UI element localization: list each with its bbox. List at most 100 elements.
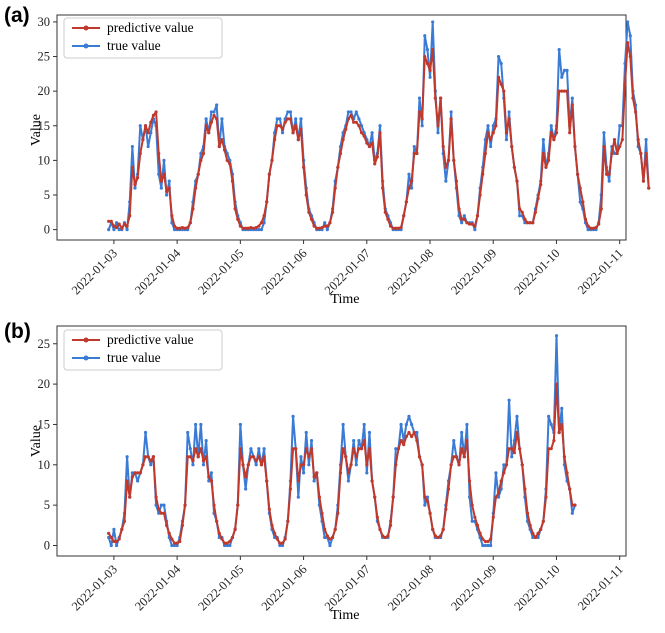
data-point-predictive-value	[167, 186, 171, 190]
data-point-predictive-value	[510, 447, 514, 451]
data-point-predictive-value	[597, 222, 601, 226]
data-point-true-value	[275, 117, 279, 121]
data-point-predictive-value	[628, 54, 632, 59]
data-point-predictive-value	[125, 479, 129, 483]
data-point-predictive-value	[341, 138, 345, 142]
data-point-predictive-value	[165, 523, 169, 527]
data-point-predictive-value	[141, 138, 145, 142]
data-point-predictive-value	[520, 210, 524, 214]
data-point-true-value	[354, 110, 358, 114]
data-point-predictive-value	[230, 535, 235, 540]
data-point-predictive-value	[265, 200, 269, 204]
data-point-true-value	[465, 422, 469, 427]
data-point-predictive-value	[128, 495, 132, 499]
data-point-predictive-value	[473, 224, 477, 228]
data-point-predictive-value	[383, 210, 387, 214]
data-point-true-value	[412, 144, 416, 149]
x-tick-label: 2022-01-05	[195, 562, 246, 613]
data-point-predictive-value	[415, 151, 419, 156]
data-point-predictive-value	[375, 155, 379, 159]
data-point-predictive-value	[191, 459, 195, 463]
data-point-predictive-value	[294, 124, 298, 128]
data-point-true-value	[504, 138, 509, 142]
data-point-predictive-value	[325, 224, 329, 228]
data-point-predictive-value	[623, 82, 627, 86]
data-point-predictive-value	[452, 455, 456, 459]
data-point-predictive-value	[207, 131, 211, 135]
data-point-predictive-value	[170, 537, 174, 541]
data-point-predictive-value	[631, 96, 635, 100]
data-point-true-value	[507, 398, 511, 402]
data-point-predictive-value	[162, 172, 166, 176]
data-point-true-value	[602, 131, 606, 135]
data-point-true-value	[547, 414, 551, 418]
x-tick-label: 2022-01-08	[385, 246, 436, 297]
y-tick-label: 5	[44, 498, 50, 512]
data-point-true-value	[136, 479, 140, 483]
data-point-predictive-value	[396, 226, 401, 230]
data-point-predictive-value	[449, 117, 453, 121]
x-tick-label: 2022-01-07	[322, 246, 373, 297]
y-axis-label-b: Value	[29, 425, 44, 457]
data-point-true-value	[114, 221, 119, 225]
data-point-true-value	[378, 124, 382, 128]
data-point-true-value	[117, 228, 121, 232]
legend-label-predictive: predictive value	[107, 332, 194, 347]
data-point-predictive-value	[112, 224, 116, 228]
data-point-predictive-value	[317, 226, 322, 230]
data-point-predictive-value	[114, 539, 119, 544]
data-point-predictive-value	[209, 479, 213, 483]
data-point-true-value	[502, 463, 506, 467]
data-point-true-value	[262, 447, 266, 451]
data-point-predictive-value	[544, 165, 548, 169]
data-point-true-value	[570, 96, 574, 100]
data-point-predictive-value	[209, 120, 213, 124]
data-point-predictive-value	[346, 117, 350, 121]
data-point-predictive-value	[636, 138, 640, 142]
data-point-true-value	[299, 455, 303, 459]
data-point-predictive-value	[446, 158, 451, 162]
data-point-predictive-value	[280, 541, 285, 545]
data-point-true-value	[496, 54, 501, 59]
data-point-predictive-value	[362, 134, 366, 138]
y-tick-label: 0	[44, 539, 50, 553]
data-point-predictive-value	[523, 217, 527, 221]
y-tick-label: 0	[44, 223, 50, 237]
data-point-predictive-value	[439, 96, 443, 100]
data-point-predictive-value	[315, 471, 319, 475]
data-point-predictive-value	[525, 511, 530, 515]
data-point-true-value	[499, 61, 503, 66]
data-point-predictive-value	[344, 127, 348, 131]
data-point-predictive-value	[217, 144, 221, 149]
data-point-predictive-value	[639, 151, 643, 156]
data-point-predictive-value	[417, 455, 422, 459]
data-point-predictive-value	[291, 131, 295, 135]
y-tick-label: 25	[38, 50, 51, 64]
series-predictive-value	[107, 382, 577, 545]
data-point-predictive-value	[336, 511, 340, 515]
data-point-true-value	[578, 200, 582, 204]
data-point-predictive-value	[528, 221, 532, 225]
data-point-predictive-value	[183, 226, 187, 230]
data-point-predictive-value	[499, 82, 503, 86]
data-point-predictive-value	[423, 54, 427, 59]
data-point-predictive-value	[568, 487, 572, 491]
data-point-predictive-value	[373, 495, 377, 499]
data-point-predictive-value	[167, 531, 171, 536]
data-point-predictive-value	[128, 214, 132, 218]
data-point-predictive-value	[109, 219, 113, 223]
x-tick-label: 2022-01-04	[132, 562, 184, 614]
data-point-predictive-value	[504, 131, 509, 135]
data-point-predictive-value	[520, 463, 524, 467]
data-point-predictive-value	[149, 459, 153, 463]
data-point-predictive-value	[333, 527, 337, 531]
data-point-predictive-value	[207, 475, 211, 479]
legend-a: predictive value true value	[63, 17, 223, 59]
data-point-true-value	[130, 471, 134, 475]
data-point-predictive-value	[407, 430, 411, 435]
data-point-predictive-value	[470, 222, 474, 226]
x-tick-label: 2022-01-05	[195, 246, 246, 297]
data-point-true-value	[201, 463, 206, 467]
data-point-predictive-value	[180, 225, 185, 230]
data-point-predictive-value	[262, 214, 266, 218]
